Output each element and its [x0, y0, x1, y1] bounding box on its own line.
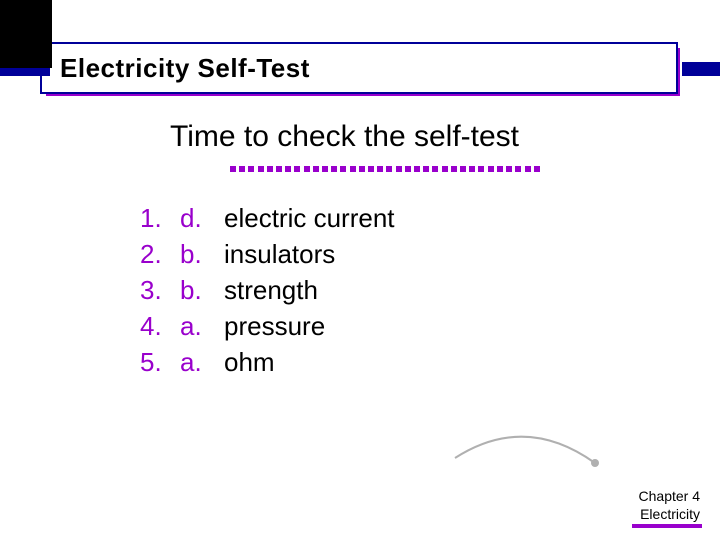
dot [322, 166, 328, 172]
slide: Electricity Self-Test Time to check the … [0, 0, 720, 540]
dot [276, 166, 282, 172]
dot [414, 166, 420, 172]
dot [396, 166, 402, 172]
dot [248, 166, 254, 172]
answer-number: 3. [140, 272, 180, 308]
answer-list: 1.d.electric current2.b.insulators3.b.st… [140, 200, 395, 380]
dot [313, 166, 319, 172]
dot [442, 166, 448, 172]
dot [515, 166, 521, 172]
dot [451, 166, 457, 172]
footer-underline [632, 524, 702, 528]
blue-bar-right [682, 62, 720, 76]
answer-letter: b. [180, 236, 224, 272]
dot [497, 166, 503, 172]
answer-row: 5.a.ohm [140, 344, 395, 380]
footer: Chapter 4 Electricity [639, 488, 700, 524]
dotted-divider [230, 166, 540, 172]
answer-row: 3.b.strength [140, 272, 395, 308]
dot [525, 166, 531, 172]
answer-number: 2. [140, 236, 180, 272]
answer-number: 1. [140, 200, 180, 236]
footer-line2: Electricity [639, 506, 700, 524]
dot [340, 166, 346, 172]
dot [331, 166, 337, 172]
dot [405, 166, 411, 172]
dot [267, 166, 273, 172]
dot [423, 166, 429, 172]
answer-number: 5. [140, 344, 180, 380]
dot [359, 166, 365, 172]
answer-row: 2.b.insulators [140, 236, 395, 272]
answer-letter: a. [180, 344, 224, 380]
dot [377, 166, 383, 172]
dot [386, 166, 392, 172]
answer-text: insulators [224, 236, 335, 272]
answer-number: 4. [140, 308, 180, 344]
dot [368, 166, 374, 172]
answer-letter: b. [180, 272, 224, 308]
footer-line1: Chapter 4 [639, 488, 700, 506]
dot [478, 166, 484, 172]
answer-text: pressure [224, 308, 325, 344]
answer-text: ohm [224, 344, 275, 380]
answer-letter: d. [180, 200, 224, 236]
dot [285, 166, 291, 172]
dot [304, 166, 310, 172]
corner-box [0, 0, 52, 68]
title-box: Electricity Self-Test [40, 42, 678, 94]
answer-text: strength [224, 272, 318, 308]
dot [350, 166, 356, 172]
slide-title: Electricity Self-Test [42, 53, 310, 84]
dot [506, 166, 512, 172]
dot [460, 166, 466, 172]
dot [294, 166, 300, 172]
dot [432, 166, 438, 172]
answer-row: 4.a.pressure [140, 308, 395, 344]
dot [239, 166, 245, 172]
dot [488, 166, 494, 172]
decorative-curve [450, 418, 600, 478]
dot [469, 166, 475, 172]
subtitle: Time to check the self-test [170, 120, 519, 154]
answer-row: 1.d.electric current [140, 200, 395, 236]
answer-letter: a. [180, 308, 224, 344]
answer-text: electric current [224, 200, 395, 236]
dot [258, 166, 264, 172]
dot [534, 166, 540, 172]
dot [230, 166, 236, 172]
